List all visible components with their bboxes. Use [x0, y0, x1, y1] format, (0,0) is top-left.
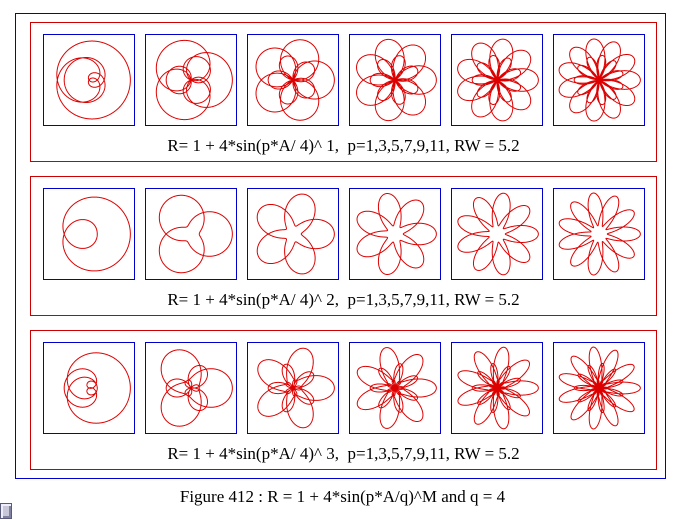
polar-curve [558, 346, 641, 430]
curve-tile [145, 342, 237, 434]
curve-path [63, 352, 131, 424]
curve-tile [247, 342, 339, 434]
polar-curve [356, 193, 437, 275]
curve-path [56, 40, 131, 120]
curve-path [356, 38, 437, 122]
curve-path [155, 39, 233, 121]
curve-tile [43, 188, 135, 280]
panel-m3: R= 1 + 4*sin(p*A/ 4)^ 3, p=1,3,5,7,9,11,… [30, 330, 657, 470]
curve-tile [349, 34, 441, 126]
curve-path [256, 193, 335, 275]
panel-m2: R= 1 + 4*sin(p*A/ 4)^ 2, p=1,3,5,7,9,11,… [30, 176, 657, 316]
curve-path [457, 192, 539, 276]
polar-curve [160, 349, 233, 427]
curve-tile [145, 188, 237, 280]
polar-curve [63, 352, 131, 424]
polar-curve [257, 347, 335, 429]
curve-path [356, 347, 437, 429]
curve-path [457, 38, 539, 122]
panel-m1: R= 1 + 4*sin(p*A/ 4)^ 1, p=1,3,5,7,9,11,… [30, 22, 657, 162]
polar-curve [158, 194, 233, 274]
polar-curve [155, 39, 233, 121]
polar-curve [256, 193, 335, 275]
curve-path [558, 346, 641, 430]
polar-curve [62, 196, 131, 272]
curve-path [558, 192, 641, 276]
curve-path [257, 347, 335, 429]
curve-tile [145, 34, 237, 126]
polar-curve [558, 192, 641, 276]
curve-path [558, 38, 641, 122]
panel-caption: R= 1 + 4*sin(p*A/ 4)^ 2, p=1,3,5,7,9,11,… [167, 290, 520, 309]
curve-tile [553, 342, 645, 434]
curve-path [457, 346, 539, 430]
polar-curve [558, 38, 641, 122]
figure-caption: Figure 412 : R = 1 + 4*sin(p*A/q)^M and … [179, 487, 506, 506]
curve-tile [451, 342, 543, 434]
curve-path [255, 39, 335, 121]
panel-caption: R= 1 + 4*sin(p*A/ 4)^ 3, p=1,3,5,7,9,11,… [167, 444, 520, 463]
curve-tile [349, 342, 441, 434]
polar-curve [457, 346, 539, 430]
polar-curve [56, 40, 131, 120]
curve-path [160, 349, 233, 427]
curve-tile [553, 34, 645, 126]
curve-tile [247, 34, 339, 126]
curve-tile [43, 34, 135, 126]
curve-path [356, 193, 437, 275]
curve-tile [247, 188, 339, 280]
figure-frame [15, 13, 666, 479]
curve-path [158, 194, 233, 274]
curve-tile [451, 188, 543, 280]
polar-curve [356, 347, 437, 429]
polar-curve [356, 38, 437, 122]
panel-caption: R= 1 + 4*sin(p*A/ 4)^ 1, p=1,3,5,7,9,11,… [167, 136, 520, 155]
curve-tile [349, 188, 441, 280]
polar-curve [255, 39, 335, 121]
curve-tile [451, 34, 543, 126]
curve-tile [43, 342, 135, 434]
scroll-corner-button[interactable] [0, 503, 12, 519]
polar-curve [457, 192, 539, 276]
curve-tile [553, 188, 645, 280]
curve-path [62, 196, 131, 272]
polar-curve [457, 38, 539, 122]
